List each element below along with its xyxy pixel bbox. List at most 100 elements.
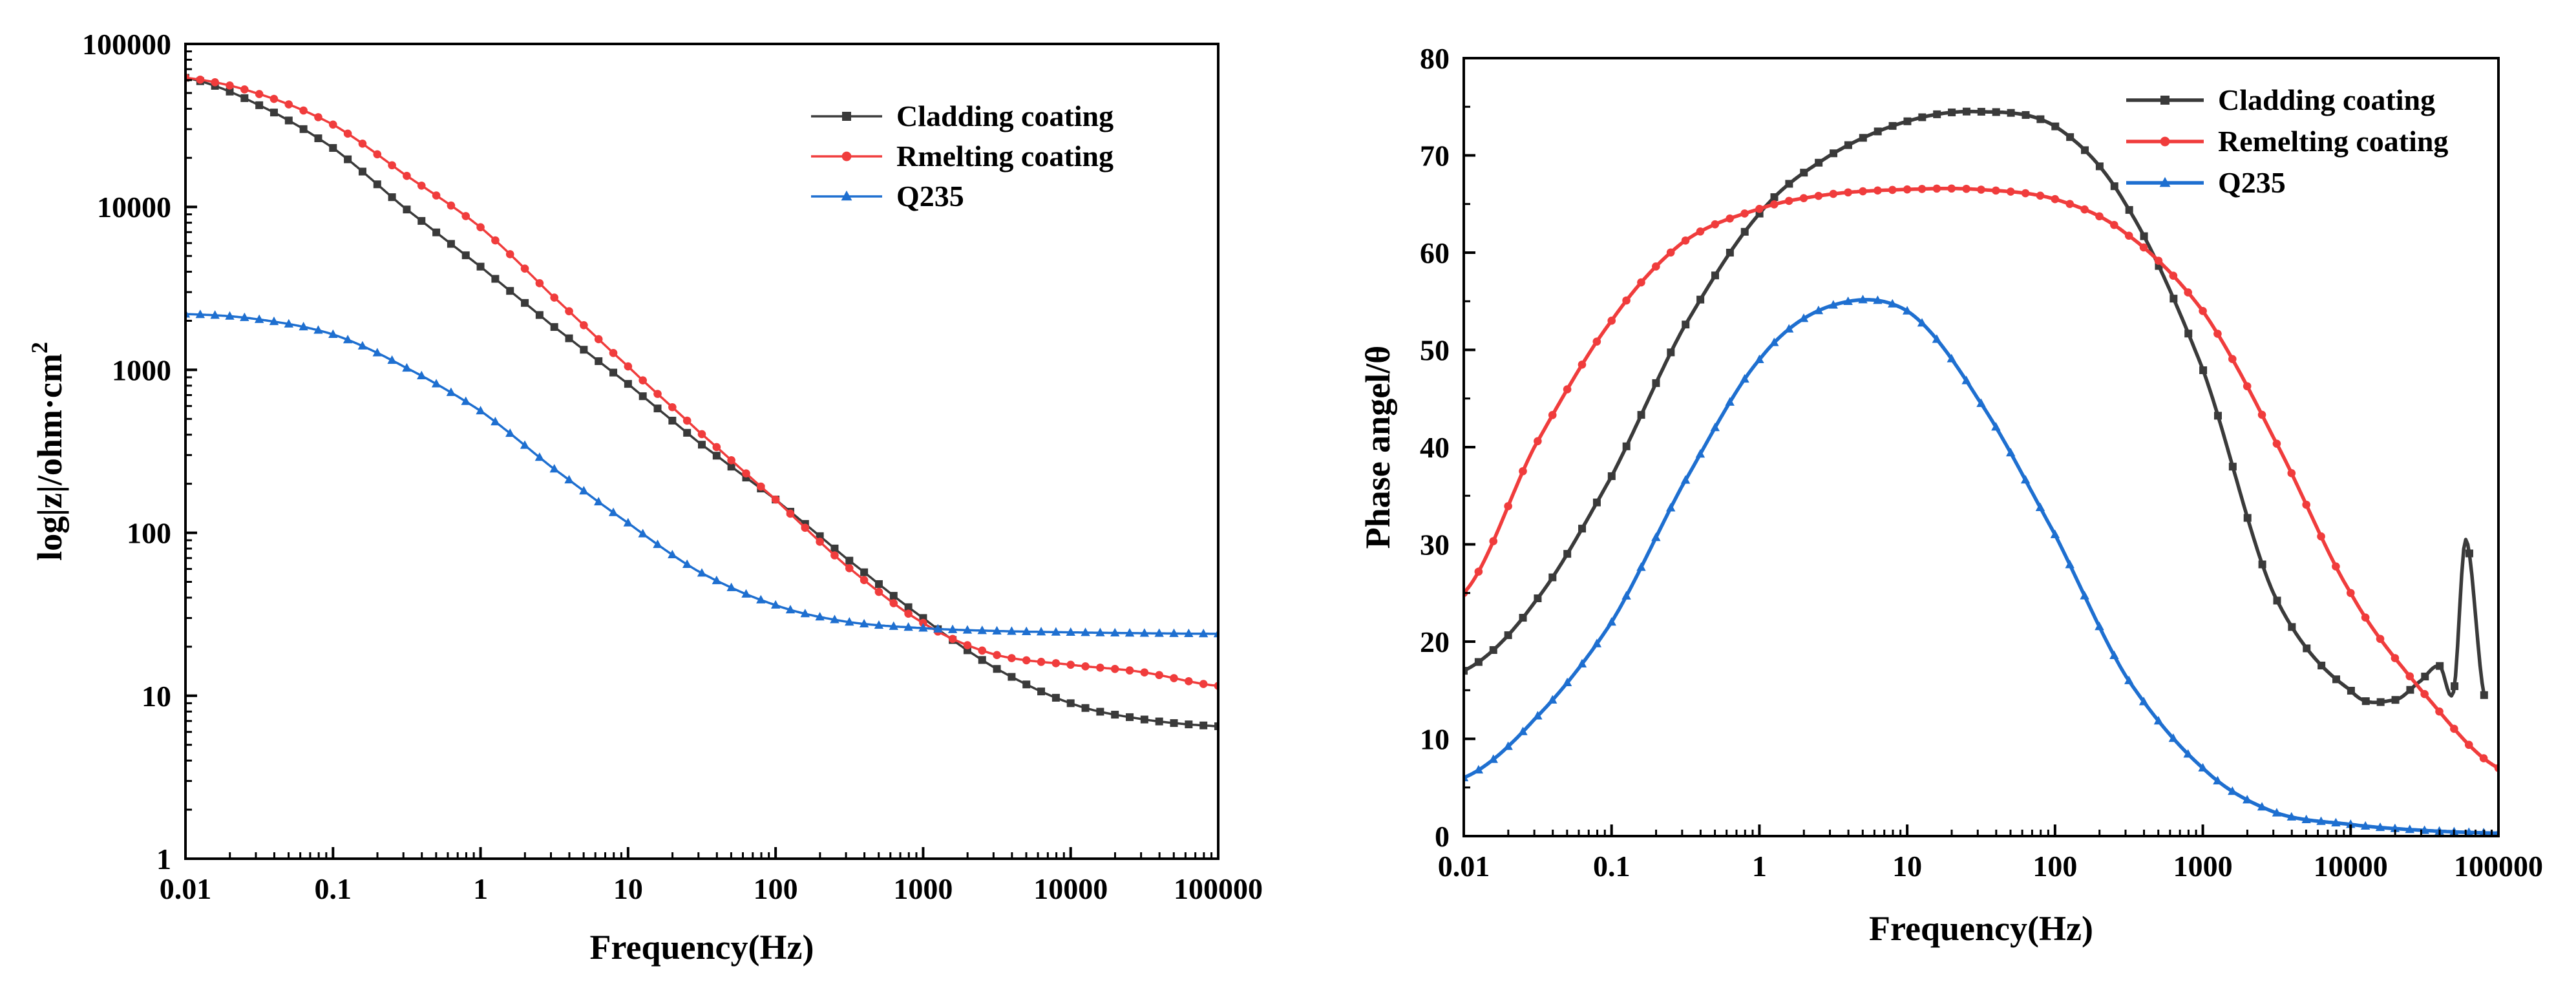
phase-series-2-point	[2390, 823, 2400, 832]
impedance-series-1-point	[1081, 662, 1090, 671]
phase-series-1-point	[2021, 189, 2030, 198]
impedance-series-2-point	[461, 396, 470, 405]
phase-series-0-point	[1563, 550, 1572, 558]
phase-series-1-point	[2464, 740, 2473, 750]
impedance-series-2-point	[1198, 629, 1209, 638]
impedance-series-0-point	[609, 368, 618, 377]
phase-series-1-point	[1696, 227, 1705, 236]
phase-series-1-point	[2361, 613, 2370, 622]
impedance-series-0-point	[904, 603, 913, 611]
impedance-series-2-point	[1066, 627, 1075, 636]
impedance-series-2-point	[1036, 627, 1046, 636]
impedance-series-2-point	[1095, 627, 1105, 636]
phase-series-0-point	[2140, 232, 2148, 240]
phase-series-1-point	[2317, 532, 2325, 541]
impedance-series-1-point	[609, 349, 618, 357]
phase-y-tick-label: 10	[1420, 723, 1450, 756]
impedance-series-0-point	[240, 94, 249, 102]
phase-series-0-point	[2125, 205, 2133, 214]
phase-series-2-point	[1651, 532, 1661, 541]
impedance-series-0-point	[816, 532, 824, 540]
impedance-series-1-point	[461, 212, 470, 220]
impedance-legend-item: Q235	[811, 180, 964, 213]
phase-series-0-point	[1888, 121, 1897, 130]
phase-x-tick-label: 0.01	[1438, 850, 1490, 883]
impedance-series-2-point	[284, 319, 293, 328]
phase-series-1-point	[2243, 382, 2252, 391]
impedance-series-2-point	[210, 310, 220, 319]
phase-series-2-point	[1991, 422, 2001, 431]
impedance-series-1-point	[742, 469, 750, 478]
impedance-series-1-point	[1066, 660, 1075, 669]
impedance-series-1-point	[727, 456, 735, 465]
phase-series-1-point	[1874, 186, 1882, 195]
phase-series-0-point	[1578, 525, 1587, 533]
impedance-series-1-point	[343, 129, 352, 138]
impedance-series-2-point	[874, 620, 884, 629]
impedance-series-2-point	[225, 311, 235, 320]
phase-series-1-point	[1977, 185, 1985, 194]
phase-series-0-point	[2184, 330, 2193, 338]
impedance-series-1-point	[476, 223, 485, 232]
phase-series-0-point	[2303, 644, 2311, 653]
phase-x-tick-label: 10	[1892, 850, 1922, 883]
impedance-x-axis-title: Frequency(Hz)	[590, 928, 814, 967]
phase-series-2-point	[1888, 299, 1897, 308]
impedance-series-0-point	[506, 287, 514, 295]
phase-series-2-point	[1533, 711, 1543, 720]
impedance-series-2-point	[830, 614, 839, 624]
phase-series-2-point	[2020, 475, 2031, 484]
phase-series-1-point	[2110, 220, 2118, 229]
impedance-series-1-point	[505, 250, 514, 258]
impedance-series-2-point	[682, 559, 692, 568]
impedance-series-2-point	[431, 379, 441, 388]
phase-series-2-point	[1503, 741, 1513, 750]
impedance-series-2-point	[668, 549, 677, 559]
phase-legend-label: Q235	[2218, 166, 2286, 199]
impedance-series-1-point	[447, 201, 456, 210]
phase-series-1-point	[2272, 439, 2281, 448]
phase-series-0-point	[1711, 271, 1719, 280]
phase-series-0-point	[2066, 133, 2075, 142]
phase-series-0-point	[2361, 697, 2370, 706]
phase-series-0-point	[2288, 623, 2296, 631]
phase-series-0-point	[1830, 149, 1838, 158]
impedance-series-1-point	[816, 538, 824, 546]
phase-series-1-point	[2346, 589, 2355, 598]
impedance-series-1-point	[328, 120, 337, 129]
impedance-series-2-point	[343, 335, 353, 344]
phase-series-2-point	[1769, 337, 1779, 346]
phase-series-0-point	[1785, 180, 1793, 188]
impedance-series-1-point	[240, 85, 249, 94]
impedance-legend-marker	[842, 112, 851, 121]
phase-series-1-point	[1607, 317, 1616, 325]
impedance-series-0-point	[1051, 693, 1060, 702]
phase-series-2-point	[1518, 726, 1528, 735]
impedance-legend-label: Cladding coating	[896, 100, 1114, 132]
phase-series-2-point	[2050, 529, 2060, 538]
phase-series-0-point	[1489, 646, 1497, 655]
impedance-series-1-point	[255, 90, 264, 98]
impedance-series-0-point	[358, 167, 366, 176]
phase-series-0-point	[1844, 141, 1852, 149]
impedance-series-2-point	[476, 406, 485, 415]
phase-series-2-point	[1473, 764, 1484, 774]
phase-series-1-point	[2228, 355, 2237, 363]
impedance-series-0-point	[860, 568, 869, 576]
phase-series-0	[1464, 107, 2488, 706]
phase-series-0-point	[2081, 146, 2089, 154]
impedance-series-2-point	[372, 348, 382, 357]
impedance-series-2-point	[195, 309, 206, 319]
phase-series-1-point	[2065, 200, 2075, 208]
phase-legend-marker	[2159, 176, 2171, 187]
phase-series-0-point	[1637, 411, 1645, 419]
phase-series-1-point	[2154, 257, 2163, 265]
phase-series-0-point	[2421, 673, 2429, 681]
phase-series-2-point	[2316, 816, 2326, 825]
impedance-series-1-point	[417, 181, 426, 190]
impedance-legend-label: Q235	[896, 180, 964, 213]
impedance-legend-item: Cladding coating	[811, 100, 1114, 132]
impedance-series-1-point	[830, 551, 839, 560]
impedance-series-0-point	[595, 357, 603, 365]
phase-series-2-point	[2183, 749, 2193, 758]
